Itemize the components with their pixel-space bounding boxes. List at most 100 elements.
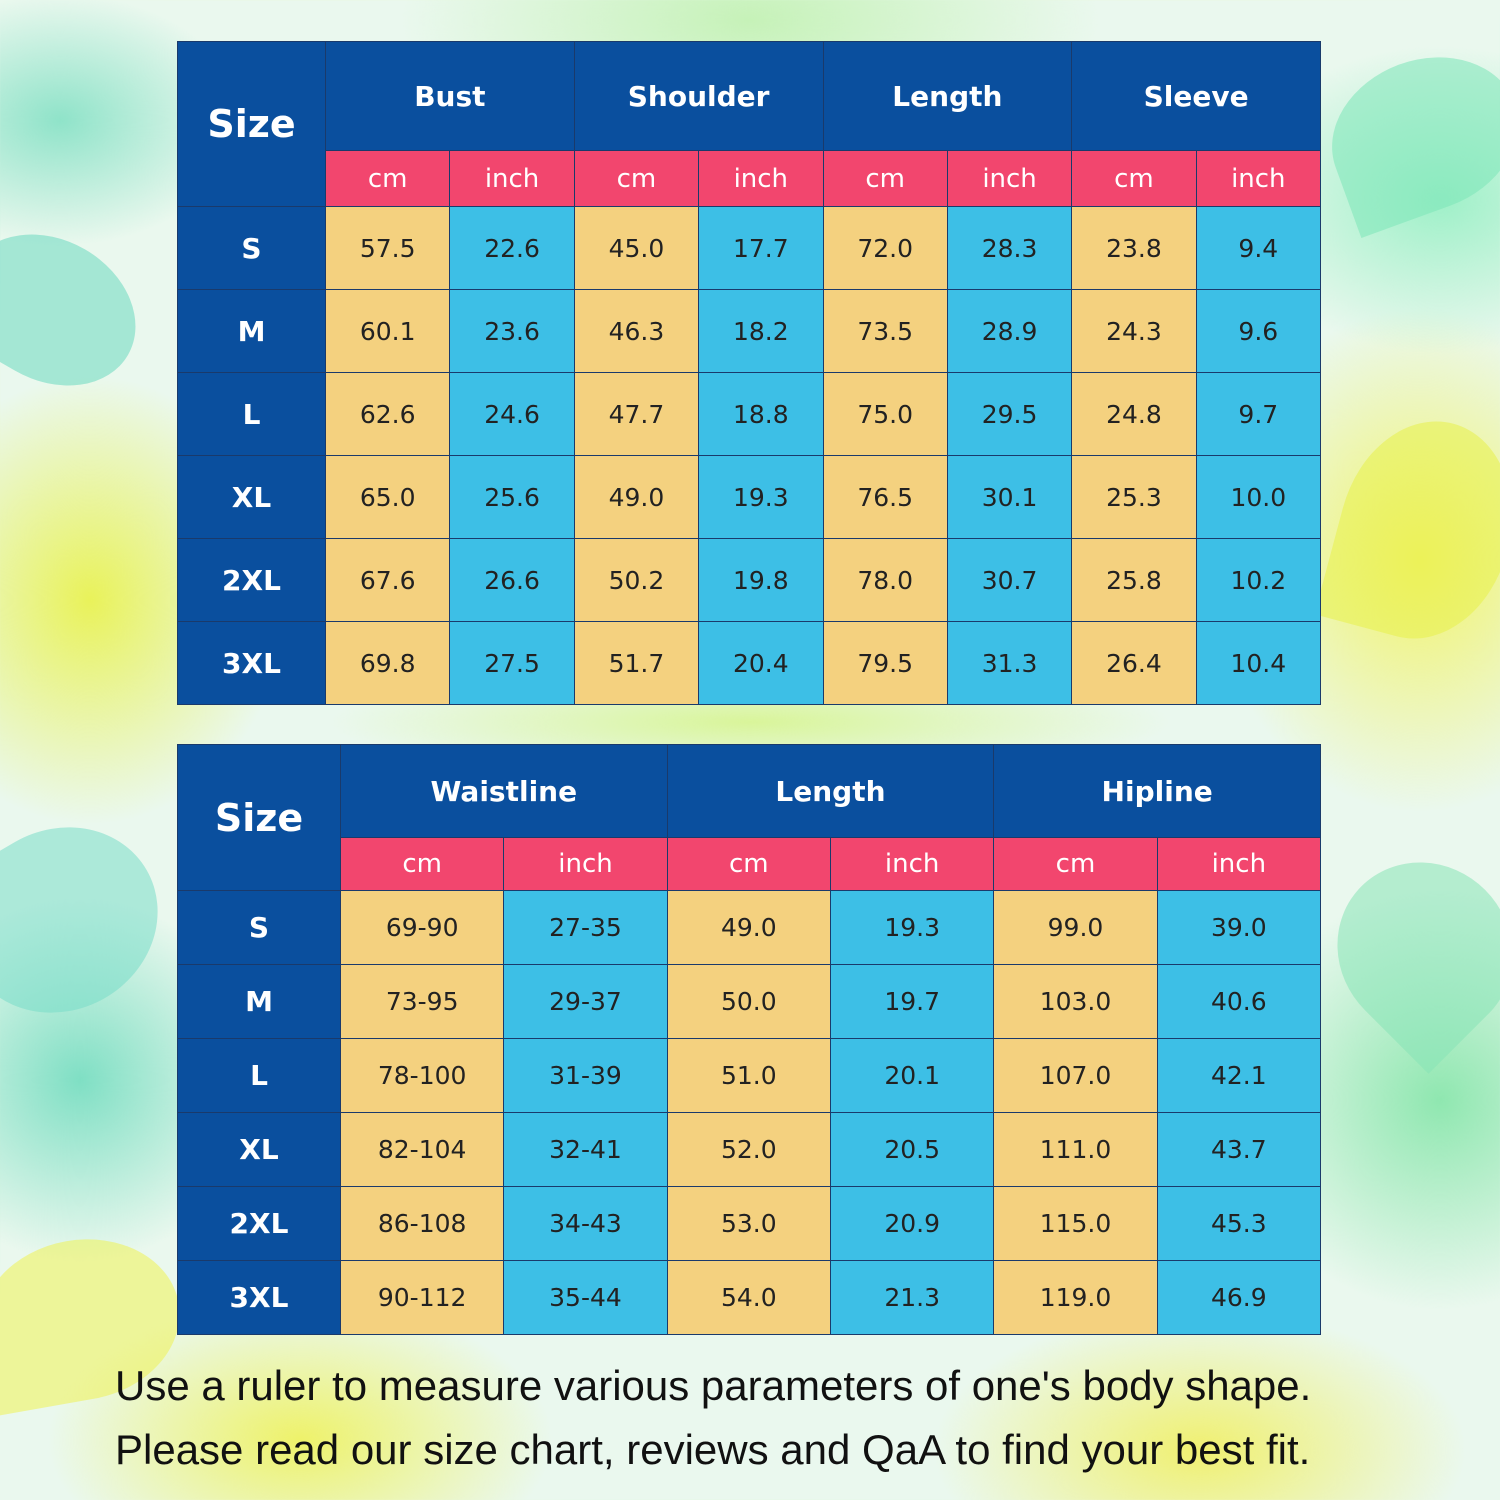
inch-value-cell: 43.7 bbox=[1156, 1112, 1322, 1187]
unit-header: cm bbox=[573, 150, 700, 207]
size-label-cell: 3XL bbox=[177, 621, 326, 705]
cm-value-cell: 73.5 bbox=[822, 289, 948, 373]
cm-value-cell: 51.7 bbox=[573, 621, 700, 705]
cm-value-cell: 78-100 bbox=[339, 1038, 505, 1113]
cm-value-cell: 65.0 bbox=[324, 455, 451, 539]
inch-value-cell: 45.3 bbox=[1156, 1186, 1322, 1261]
cm-value-cell: 52.0 bbox=[666, 1112, 831, 1187]
inch-value-cell: 27.5 bbox=[449, 621, 575, 705]
inch-value-cell: 46.9 bbox=[1156, 1260, 1322, 1335]
inch-value-cell: 30.1 bbox=[946, 455, 1073, 539]
cm-value-cell: 45.0 bbox=[573, 206, 700, 290]
inch-value-cell: 22.6 bbox=[449, 206, 575, 290]
cm-value-cell: 103.0 bbox=[993, 964, 1158, 1039]
cm-value-cell: 76.5 bbox=[822, 455, 948, 539]
table-row: 3XL 90-112 35-44 54.0 21.3 119.0 46.9 bbox=[177, 1260, 1322, 1335]
cm-value-cell: 54.0 bbox=[666, 1260, 831, 1335]
inch-value-cell: 21.3 bbox=[829, 1260, 995, 1335]
size-chart-bottom-body: Size Waistline Length Hipline cm inch cm inch cm… bbox=[177, 744, 1322, 1335]
inch-value-cell: 10.0 bbox=[1195, 455, 1322, 539]
inch-value-cell: 20.5 bbox=[829, 1112, 995, 1187]
table-row: XL 82-104 32-41 52.0 20.5 111.0 43.7 bbox=[177, 1112, 1322, 1187]
inch-value-cell: 9.7 bbox=[1195, 372, 1322, 456]
unit-header: cm bbox=[339, 837, 505, 891]
unit-header: inch bbox=[698, 150, 824, 207]
unit-header: cm bbox=[324, 150, 451, 207]
cm-value-cell: 69.8 bbox=[324, 621, 451, 705]
table-row: S 57.5 22.6 45.0 17.7 72.0 28.3 23.8 9.4 bbox=[177, 206, 1322, 290]
cm-value-cell: 62.6 bbox=[324, 372, 451, 456]
inch-value-cell: 25.6 bbox=[449, 455, 575, 539]
unit-header: cm bbox=[993, 837, 1158, 891]
measurement-group-header: Bust bbox=[325, 41, 575, 151]
cm-value-cell: 47.7 bbox=[573, 372, 700, 456]
cm-value-cell: 50.0 bbox=[666, 964, 831, 1039]
inch-value-cell: 40.6 bbox=[1156, 964, 1322, 1039]
inch-value-cell: 10.2 bbox=[1195, 538, 1322, 622]
table-row: 2XL 67.6 26.6 50.2 19.8 78.0 30.7 25.8 10.2 bbox=[177, 538, 1322, 622]
inch-value-cell: 23.6 bbox=[449, 289, 575, 373]
cm-value-cell: 51.0 bbox=[666, 1038, 831, 1113]
size-chart-bottom-table: Size Waistline Length Hipline cm inch cm inch cm… bbox=[177, 744, 1322, 1335]
table-row: S 69-90 27-35 49.0 19.3 99.0 39.0 bbox=[177, 890, 1322, 965]
unit-header: cm bbox=[666, 837, 831, 891]
cm-value-cell: 115.0 bbox=[993, 1186, 1158, 1261]
size-label-cell: 2XL bbox=[177, 1186, 341, 1261]
unit-header: inch bbox=[503, 837, 668, 891]
measurement-group-header: Hipline bbox=[993, 744, 1321, 838]
cm-value-cell: 53.0 bbox=[666, 1186, 831, 1261]
inch-value-cell: 19.8 bbox=[698, 538, 824, 622]
inch-value-cell: 29-37 bbox=[503, 964, 668, 1039]
inch-value-cell: 9.6 bbox=[1195, 289, 1322, 373]
size-chart-top-body: Size Bust Shoulder Length Sleeve cm inch cm inch… bbox=[177, 41, 1322, 705]
inch-value-cell: 20.1 bbox=[829, 1038, 995, 1113]
cm-value-cell: 49.0 bbox=[573, 455, 700, 539]
table-row: L 62.6 24.6 47.7 18.8 75.0 29.5 24.8 9.7 bbox=[177, 372, 1322, 456]
table-row: 3XL 69.8 27.5 51.7 20.4 79.5 31.3 26.4 10.4 bbox=[177, 621, 1322, 705]
unit-header: inch bbox=[1195, 150, 1322, 207]
table-row: 2XL 86-108 34-43 53.0 20.9 115.0 45.3 bbox=[177, 1186, 1322, 1261]
cm-value-cell: 69-90 bbox=[339, 890, 505, 965]
cm-value-cell: 90-112 bbox=[339, 1260, 505, 1335]
inch-value-cell: 10.4 bbox=[1195, 621, 1322, 705]
cm-value-cell: 49.0 bbox=[666, 890, 831, 965]
inch-value-cell: 30.7 bbox=[946, 538, 1073, 622]
background-leaf bbox=[0, 792, 192, 1048]
cm-value-cell: 86-108 bbox=[339, 1186, 505, 1261]
cm-value-cell: 111.0 bbox=[993, 1112, 1158, 1187]
cm-value-cell: 23.8 bbox=[1071, 206, 1197, 290]
cm-value-cell: 24.3 bbox=[1071, 289, 1197, 373]
fit-instruction: Please read our size chart, reviews and … bbox=[115, 1426, 1311, 1473]
size-label-cell: L bbox=[177, 1038, 341, 1113]
table-row: M 60.1 23.6 46.3 18.2 73.5 28.9 24.3 9.6 bbox=[177, 289, 1322, 373]
inch-value-cell: 31.3 bbox=[946, 621, 1073, 705]
inch-value-cell: 42.1 bbox=[1156, 1038, 1322, 1113]
table-row: L 78-100 31-39 51.0 20.1 107.0 42.1 bbox=[177, 1038, 1322, 1113]
inch-value-cell: 18.2 bbox=[698, 289, 824, 373]
inch-value-cell: 29.5 bbox=[946, 372, 1073, 456]
cm-value-cell: 24.8 bbox=[1071, 372, 1197, 456]
background-leaf bbox=[1314, 401, 1500, 659]
cm-value-cell: 60.1 bbox=[324, 289, 451, 373]
measurement-group-header: Waistline bbox=[340, 744, 668, 838]
unit-header: inch bbox=[946, 150, 1073, 207]
inch-value-cell: 31-39 bbox=[503, 1038, 668, 1113]
cm-value-cell: 79.5 bbox=[822, 621, 948, 705]
measurement-group-header: Length bbox=[666, 744, 995, 838]
cm-value-cell: 82-104 bbox=[339, 1112, 505, 1187]
background-leaf bbox=[0, 204, 163, 416]
inch-value-cell: 28.3 bbox=[946, 206, 1073, 290]
size-label-cell: 2XL bbox=[177, 538, 326, 622]
unit-header: cm bbox=[822, 150, 948, 207]
size-label-cell: M bbox=[177, 289, 326, 373]
inch-value-cell: 34-43 bbox=[503, 1186, 668, 1261]
size-label-cell: M bbox=[177, 964, 341, 1039]
size-label-cell: L bbox=[177, 372, 326, 456]
inch-value-cell: 28.9 bbox=[946, 289, 1073, 373]
cm-value-cell: 67.6 bbox=[324, 538, 451, 622]
inch-value-cell: 32-41 bbox=[503, 1112, 668, 1187]
cm-value-cell: 50.2 bbox=[573, 538, 700, 622]
inch-value-cell: 18.8 bbox=[698, 372, 824, 456]
inch-value-cell: 9.4 bbox=[1195, 206, 1322, 290]
table-row: M 73-95 29-37 50.0 19.7 103.0 40.6 bbox=[177, 964, 1322, 1039]
